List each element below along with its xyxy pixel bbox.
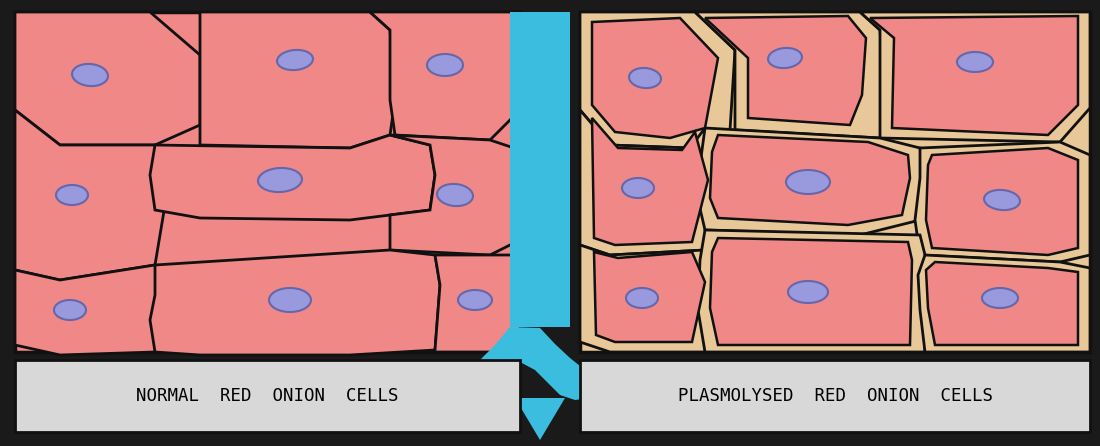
Polygon shape [15,110,170,280]
Polygon shape [710,135,910,225]
Bar [580,12,1090,352]
Ellipse shape [982,288,1018,308]
Polygon shape [926,148,1078,255]
Ellipse shape [629,68,661,88]
Polygon shape [515,398,565,440]
Polygon shape [580,12,735,148]
Polygon shape [150,135,435,220]
Polygon shape [870,16,1078,135]
Polygon shape [710,238,912,345]
Ellipse shape [437,184,473,206]
Ellipse shape [277,50,313,70]
Polygon shape [926,262,1078,345]
Ellipse shape [626,288,658,308]
Bar [510,12,570,327]
Polygon shape [200,12,395,148]
Ellipse shape [984,190,1020,210]
Ellipse shape [427,54,463,76]
Polygon shape [860,12,1090,142]
Polygon shape [915,142,1090,262]
Bar [15,12,520,352]
FancyBboxPatch shape [15,360,520,432]
Ellipse shape [270,288,311,312]
Polygon shape [695,12,886,138]
FancyBboxPatch shape [580,360,1090,432]
Ellipse shape [54,300,86,320]
Polygon shape [592,18,718,138]
Polygon shape [15,265,170,355]
Ellipse shape [56,185,88,205]
Polygon shape [580,110,720,255]
Ellipse shape [621,178,654,198]
Ellipse shape [768,48,802,68]
Polygon shape [150,250,440,355]
Ellipse shape [957,52,993,72]
Polygon shape [705,16,866,125]
Ellipse shape [458,290,492,310]
Polygon shape [580,245,720,352]
Ellipse shape [786,170,830,194]
Polygon shape [918,255,1090,352]
Ellipse shape [72,64,108,86]
Polygon shape [434,255,520,352]
FancyBboxPatch shape [6,5,1094,441]
Polygon shape [698,128,925,235]
Text: NORMAL  RED  ONION  CELLS: NORMAL RED ONION CELLS [135,387,398,405]
Polygon shape [698,230,925,352]
Ellipse shape [788,281,828,303]
Polygon shape [594,252,705,342]
Text: PLASMOLYSED  RED  ONION  CELLS: PLASMOLYSED RED ONION CELLS [678,387,992,405]
Polygon shape [390,135,520,255]
Polygon shape [370,12,520,140]
Polygon shape [15,12,200,145]
Polygon shape [592,118,708,245]
Polygon shape [455,327,595,400]
Ellipse shape [258,168,303,192]
